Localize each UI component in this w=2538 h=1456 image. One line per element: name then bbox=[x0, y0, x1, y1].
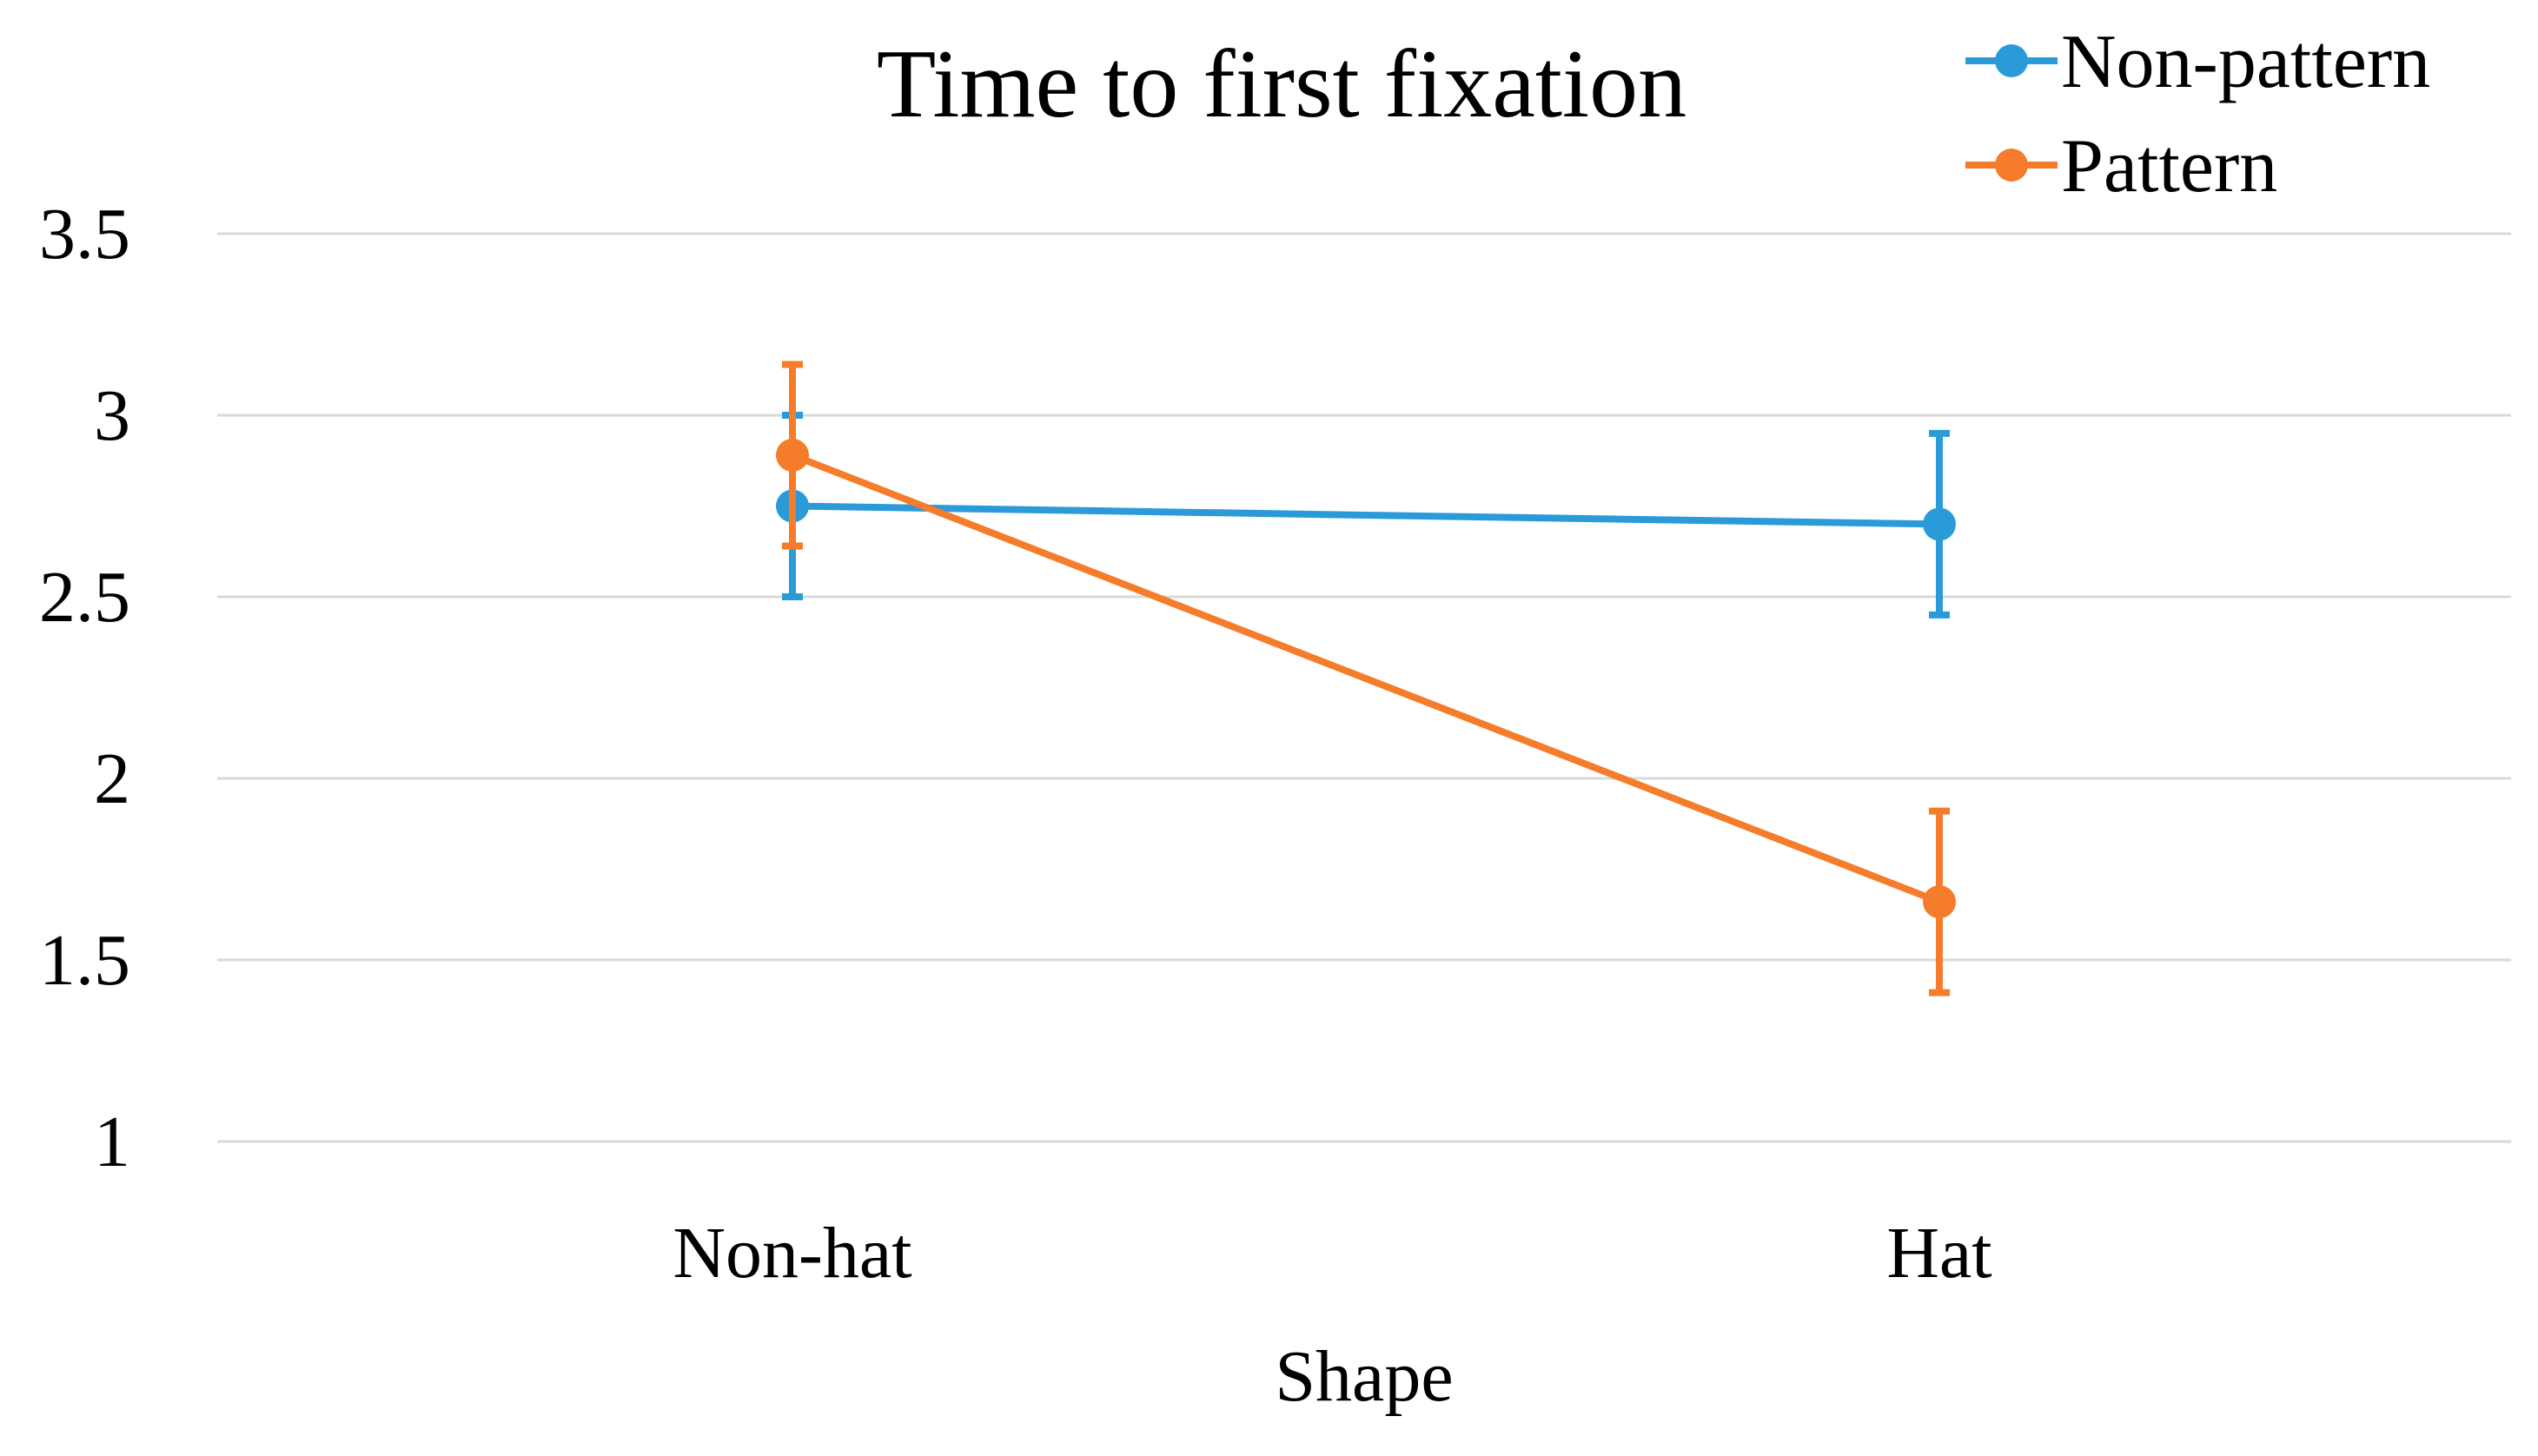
legend-marker bbox=[1995, 149, 2028, 182]
series-line bbox=[792, 502, 1940, 528]
x-tick-labels: Non-hat Hat bbox=[673, 1213, 1991, 1294]
x-tick-label: Hat bbox=[1886, 1213, 1991, 1294]
legend-item: Non-pattern bbox=[1965, 20, 2430, 104]
gridlines bbox=[217, 232, 2511, 1143]
legend-label: Pattern bbox=[2061, 124, 2277, 208]
x-tick-label: Non-hat bbox=[673, 1213, 911, 1294]
series-pattern bbox=[776, 361, 1956, 996]
y-tick-label: 1.5 bbox=[39, 920, 130, 1001]
legend-label: Non-pattern bbox=[2061, 20, 2430, 104]
y-tick-label: 2.5 bbox=[39, 557, 130, 638]
x-axis-label: Shape bbox=[1275, 1336, 1453, 1417]
y-tick-label: 3.5 bbox=[39, 194, 130, 275]
y-tick-label: 3 bbox=[94, 375, 130, 456]
data-point bbox=[1923, 507, 1956, 541]
legend-marker bbox=[1995, 44, 2028, 77]
data-point bbox=[1923, 885, 1956, 919]
series-lines bbox=[776, 361, 1956, 996]
y-tick-label: 2 bbox=[94, 738, 130, 819]
y-tick-label: 1 bbox=[94, 1102, 130, 1182]
chart-title: Time to first fixation bbox=[877, 30, 1686, 138]
y-tick-labels: 1 1.5 2 2.5 3 3.5 bbox=[39, 194, 130, 1182]
legend: Non-pattern Pattern bbox=[1965, 20, 2430, 208]
legend-item: Pattern bbox=[1965, 124, 2277, 208]
series-line bbox=[791, 452, 1941, 905]
data-point bbox=[776, 438, 809, 472]
